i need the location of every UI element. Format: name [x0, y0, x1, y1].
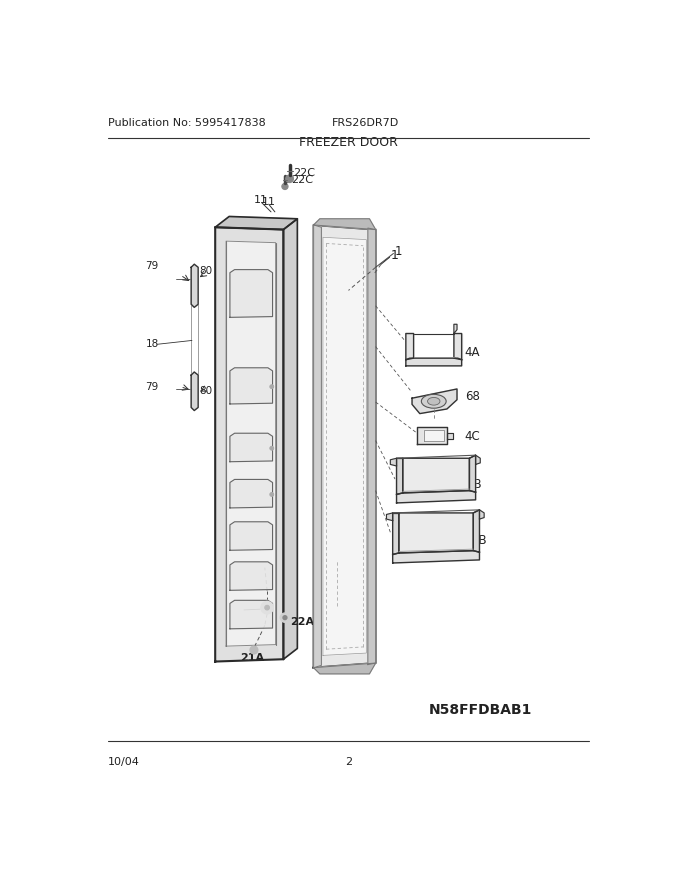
Circle shape [286, 175, 294, 183]
Polygon shape [424, 429, 444, 441]
Polygon shape [396, 458, 403, 495]
Polygon shape [230, 433, 273, 462]
Polygon shape [390, 458, 396, 466]
Polygon shape [230, 522, 273, 550]
Text: 11: 11 [262, 197, 275, 207]
Circle shape [270, 446, 274, 451]
Text: 80: 80 [200, 385, 213, 395]
Polygon shape [230, 600, 273, 629]
Circle shape [282, 183, 288, 189]
Text: Publication No: 5995417838: Publication No: 5995417838 [108, 118, 266, 128]
Text: 80: 80 [200, 266, 213, 276]
Polygon shape [230, 561, 273, 590]
Polygon shape [447, 433, 453, 439]
Polygon shape [406, 334, 413, 360]
Polygon shape [191, 372, 198, 410]
Text: 68: 68 [464, 390, 479, 403]
Circle shape [250, 646, 258, 654]
Circle shape [261, 602, 273, 614]
Text: 4A: 4A [464, 346, 480, 358]
Text: 4B: 4B [466, 478, 482, 491]
Text: N58FFDBAB1: N58FFDBAB1 [428, 703, 532, 717]
Ellipse shape [428, 398, 440, 405]
Text: 79: 79 [146, 260, 158, 271]
Polygon shape [215, 216, 297, 230]
Text: 22C: 22C [291, 175, 313, 186]
Circle shape [265, 605, 269, 610]
Text: FRS26DR7D: FRS26DR7D [331, 118, 398, 128]
Text: 10/04: 10/04 [108, 757, 140, 766]
Text: 22C: 22C [294, 167, 316, 178]
Text: 11: 11 [254, 194, 268, 204]
Text: 2: 2 [345, 757, 352, 766]
Polygon shape [392, 551, 479, 563]
Polygon shape [392, 513, 399, 554]
Polygon shape [418, 427, 447, 444]
Text: 18: 18 [146, 340, 158, 349]
Polygon shape [215, 227, 284, 662]
Polygon shape [368, 228, 375, 664]
Text: 22A: 22A [290, 617, 314, 627]
Polygon shape [406, 358, 462, 366]
Polygon shape [313, 225, 322, 668]
Polygon shape [313, 664, 375, 674]
Text: 4B: 4B [471, 534, 487, 547]
Polygon shape [454, 325, 457, 334]
Polygon shape [469, 455, 475, 492]
Polygon shape [396, 491, 475, 502]
Polygon shape [475, 455, 480, 465]
Polygon shape [412, 389, 457, 414]
Polygon shape [386, 513, 392, 521]
Polygon shape [226, 241, 275, 646]
Text: FREEZER DOOR: FREEZER DOOR [299, 136, 398, 149]
Text: 4C: 4C [464, 430, 481, 444]
Polygon shape [230, 480, 273, 508]
Text: 21A: 21A [240, 653, 264, 663]
Text: 1: 1 [395, 246, 403, 259]
Polygon shape [230, 368, 273, 404]
Circle shape [283, 616, 287, 620]
Text: 79: 79 [146, 382, 158, 392]
Text: 1: 1 [391, 249, 399, 262]
Polygon shape [323, 238, 367, 656]
Circle shape [270, 493, 274, 496]
Text: 13A: 13A [228, 606, 252, 617]
Polygon shape [313, 219, 375, 230]
Polygon shape [454, 334, 462, 360]
Polygon shape [403, 458, 469, 493]
Circle shape [280, 613, 290, 622]
Polygon shape [399, 513, 473, 553]
Polygon shape [191, 264, 198, 307]
Polygon shape [284, 219, 297, 659]
Polygon shape [473, 510, 479, 553]
Polygon shape [479, 510, 484, 519]
Polygon shape [313, 225, 375, 668]
Polygon shape [230, 269, 273, 318]
Circle shape [270, 385, 274, 389]
Ellipse shape [422, 394, 446, 408]
